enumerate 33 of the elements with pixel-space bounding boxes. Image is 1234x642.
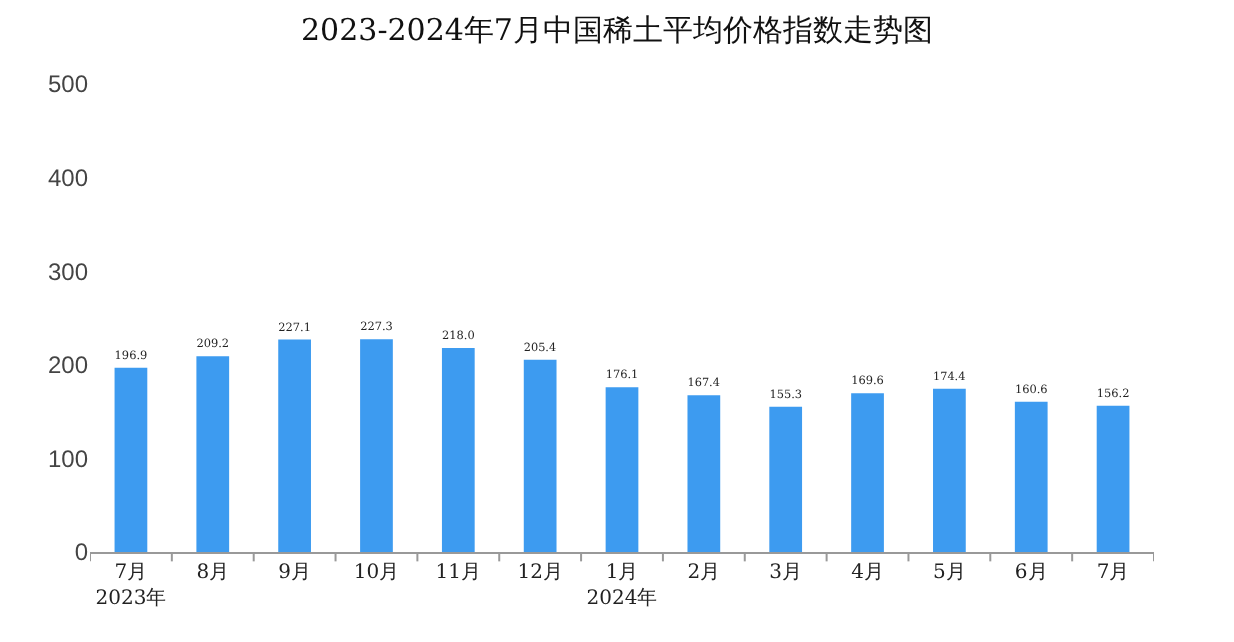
y-tick-label: 500	[47, 70, 89, 99]
x-tick-label: 2月	[687, 562, 721, 584]
x-tick-label: 7月	[1096, 562, 1130, 584]
x-tick-label: 6月	[1014, 562, 1048, 584]
bar	[933, 388, 966, 552]
x-tick-label: 12月	[517, 562, 563, 584]
y-tick-label: 400	[47, 164, 89, 192]
x-tick-label: 10月	[353, 562, 400, 584]
bar	[769, 406, 803, 552]
y-tick-label: 200	[47, 351, 89, 380]
bar	[360, 339, 393, 552]
bar	[196, 356, 230, 552]
y-tick-label: 0	[74, 538, 89, 567]
x-tick-label: 5月	[933, 562, 966, 584]
x-tick-label: 4月	[851, 562, 884, 584]
x-tick-label: 3月	[769, 562, 803, 584]
x-tick-label: 7月 2023年	[95, 562, 167, 610]
bar	[1014, 401, 1048, 552]
bar	[605, 387, 639, 552]
x-tick-label: 1月 2024年	[586, 562, 658, 610]
bar	[523, 359, 557, 552]
bar	[278, 339, 311, 552]
bar	[114, 367, 148, 552]
chart-title: 2023-2024年7月中国稀土平均价格指数走势图	[301, 12, 933, 49]
bar	[851, 393, 884, 552]
bar	[441, 347, 475, 552]
x-tick-label: 8月	[196, 562, 230, 584]
y-tick-label: 300	[47, 257, 89, 286]
bar	[687, 395, 721, 552]
bar	[1096, 405, 1130, 552]
x-tick-label: 11月	[435, 562, 482, 584]
y-tick-label: 100	[47, 444, 89, 473]
x-tick-label: 9月	[278, 562, 311, 584]
